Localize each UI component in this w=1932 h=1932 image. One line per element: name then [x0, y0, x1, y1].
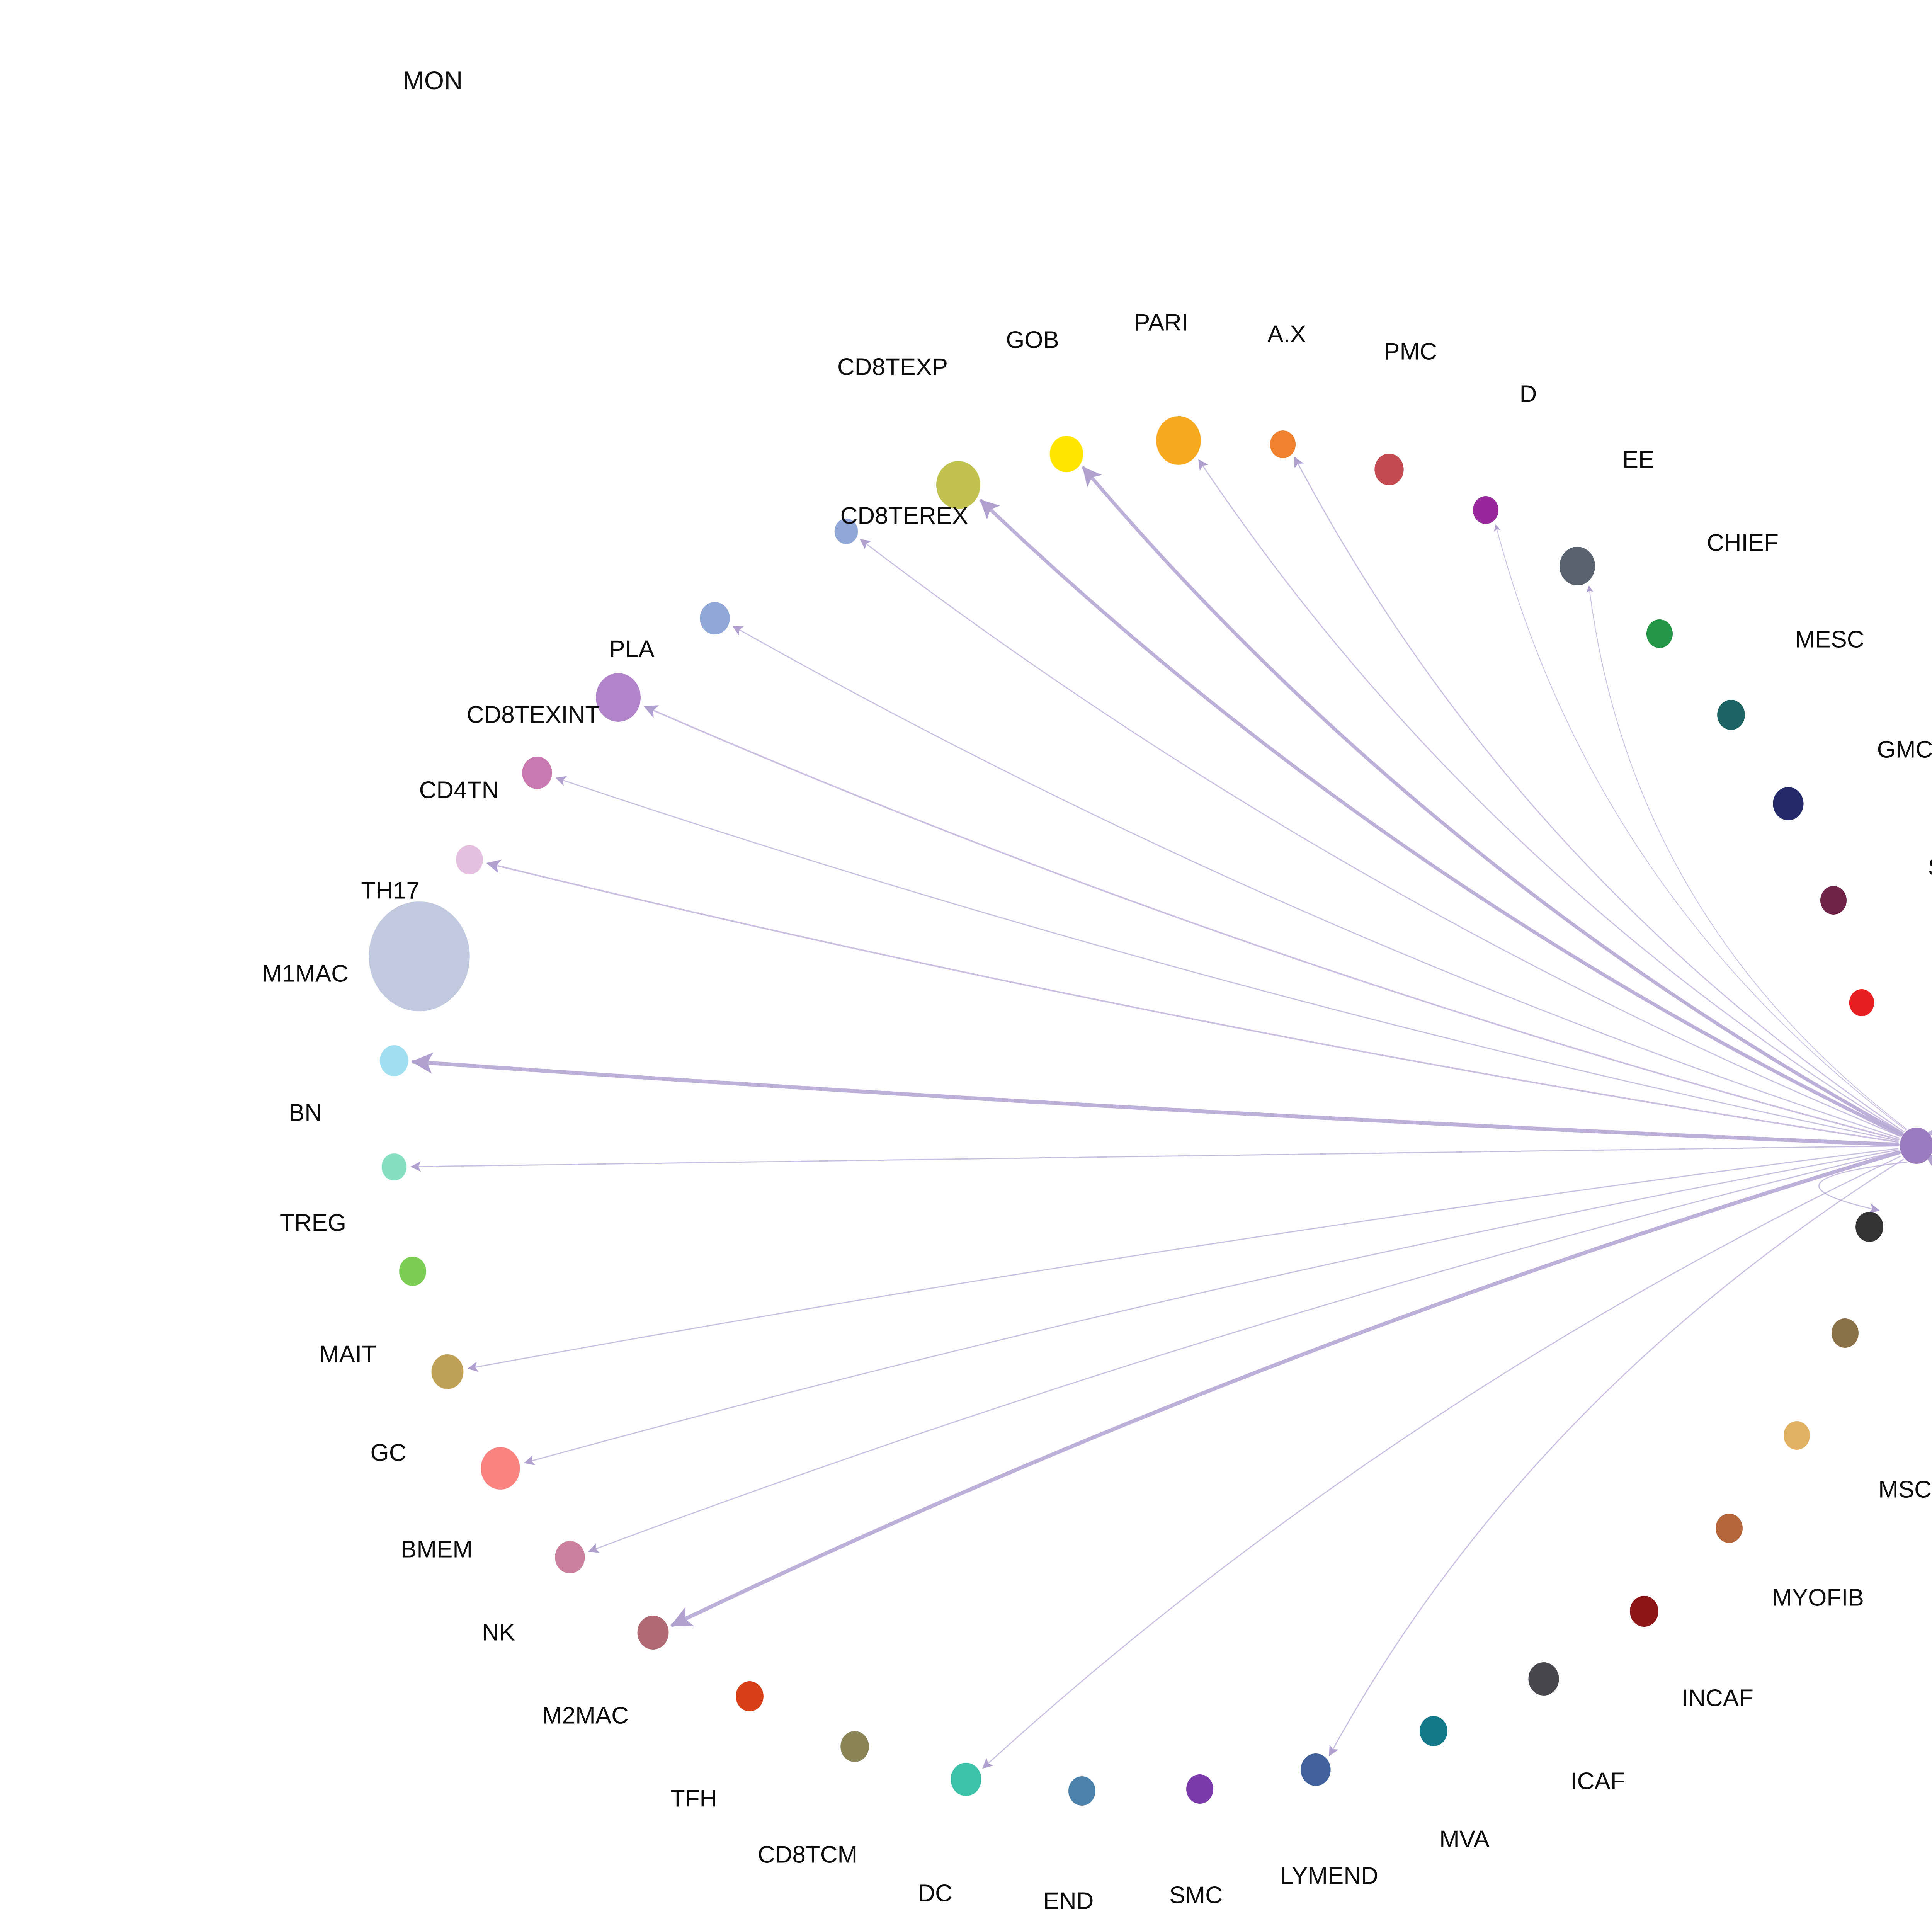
node-chief[interactable] [1646, 619, 1673, 648]
node-gob[interactable] [1049, 436, 1083, 472]
node-stm[interactable] [1820, 886, 1847, 915]
node-d[interactable] [1473, 496, 1499, 524]
node-end[interactable] [1068, 1776, 1095, 1806]
node-incaf[interactable] [1630, 1596, 1658, 1627]
edge-mon-to-m2mac [670, 1150, 1901, 1627]
node-cd4tn[interactable] [522, 757, 552, 789]
node-mon[interactable] [1900, 1128, 1932, 1164]
node-peri[interactable] [1832, 1318, 1859, 1348]
edge-mon-to-th17 [486, 859, 1899, 1143]
node-mait[interactable] [399, 1257, 426, 1286]
node-ax[interactable] [1270, 430, 1296, 458]
node-cd8tcm[interactable] [840, 1731, 869, 1762]
node-smc[interactable] [1186, 1774, 1213, 1804]
edge-mon-to-treg [410, 1145, 1898, 1172]
edge-mon-to-gc [467, 1148, 1899, 1372]
node-th17[interactable] [456, 845, 483, 874]
edge-mon-to-dc [982, 1155, 1901, 1769]
node-tfh[interactable] [736, 1681, 764, 1711]
node-pmc[interactable] [1374, 454, 1404, 485]
node-caf[interactable] [1855, 1212, 1883, 1242]
node-cd8texp[interactable] [936, 461, 981, 509]
edge-mon-to-ax [1294, 456, 1905, 1133]
node-mesc[interactable] [1717, 700, 1745, 730]
edge-mon-to-cd8texint [643, 705, 1900, 1141]
node-treg[interactable] [381, 1153, 407, 1180]
node-lymend[interactable] [1301, 1753, 1331, 1786]
node-pla[interactable] [700, 602, 730, 634]
node-gmc[interactable] [1773, 787, 1804, 820]
node-cd8terex[interactable] [834, 519, 858, 544]
node-m1mac[interactable] [369, 901, 470, 1011]
edge-mon-to-cd4tn [555, 776, 1899, 1141]
node-layer [369, 416, 1932, 1806]
edge-mon-to-pari [1198, 459, 1904, 1133]
node-dc[interactable] [951, 1763, 981, 1796]
edge-layer [410, 456, 1932, 1769]
edge-mon-to-ee [1586, 585, 1908, 1130]
node-myofib[interactable] [1716, 1514, 1743, 1543]
node-bmem[interactable] [481, 1447, 520, 1490]
node-fib[interactable] [1849, 989, 1874, 1016]
node-cd8texint[interactable] [596, 673, 641, 722]
edge-mon-to-gob [1082, 466, 1904, 1136]
edge-mon-to-cd8terex [860, 539, 1901, 1137]
node-m2mac[interactable] [637, 1616, 669, 1650]
node-nk[interactable] [555, 1541, 585, 1573]
edge-mon-to-nk [588, 1150, 1899, 1553]
edge-mon-to-cd8texp [979, 499, 1903, 1137]
edge-mon-to-d [1494, 524, 1906, 1131]
edge-mon-to-bn [411, 1052, 1900, 1147]
node-pari[interactable] [1156, 416, 1201, 465]
node-gc[interactable] [431, 1354, 464, 1389]
figure-title: MON [403, 66, 463, 95]
edge-mon-to-pla [732, 626, 1900, 1139]
node-bn[interactable] [380, 1045, 408, 1076]
node-mva[interactable] [1420, 1716, 1447, 1746]
edge-mon-to-lymend [1329, 1158, 1904, 1756]
edge-mon-to-bmem [524, 1149, 1899, 1466]
node-msc[interactable] [1783, 1421, 1810, 1450]
edge-mon-to-caf [1818, 1161, 1908, 1214]
node-icaf[interactable] [1528, 1662, 1559, 1696]
node-ee[interactable] [1560, 547, 1595, 585]
